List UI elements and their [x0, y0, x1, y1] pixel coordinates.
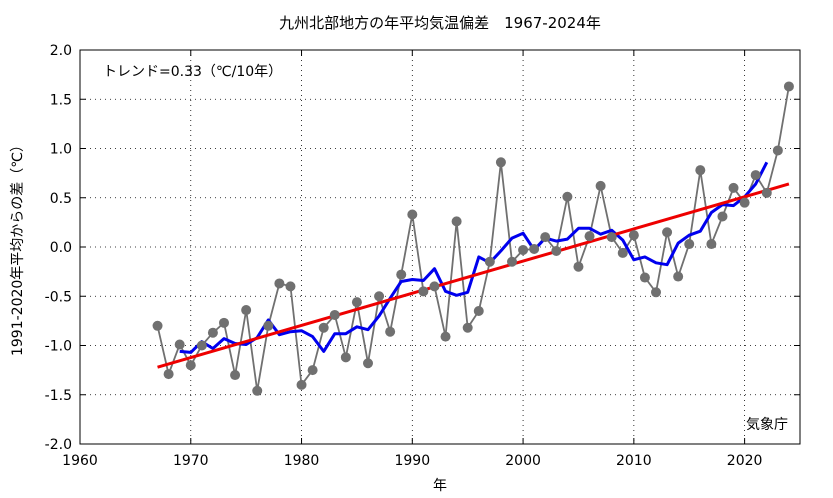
- annual-point: [706, 239, 717, 250]
- trend-line: [157, 182, 790, 369]
- annual-point: [728, 182, 739, 193]
- annual-point: [651, 287, 661, 298]
- annual-point: [396, 269, 407, 280]
- annual-point: [285, 281, 296, 292]
- annual-point: [274, 278, 285, 289]
- annual-point: [495, 157, 506, 168]
- trend-label: トレンド=0.33（℃/10年）: [103, 64, 282, 80]
- annual-point: [174, 339, 185, 350]
- annual-point: [639, 272, 650, 283]
- annual-point: [329, 309, 340, 320]
- annual-point: [407, 209, 418, 220]
- chart-title: 九州北部地方の年平均気温偏差 1967-2024年: [279, 14, 601, 32]
- annual-point: [307, 365, 318, 376]
- annual-point: [252, 385, 263, 396]
- annual-point: [196, 340, 207, 351]
- y-tick-label: 1.0: [50, 142, 72, 158]
- annual-point: [673, 271, 684, 282]
- annual-point: [451, 216, 462, 227]
- annual-point: [518, 244, 529, 255]
- annual-point: [595, 180, 606, 191]
- x-tick-label: 1990: [394, 453, 430, 469]
- annual-point: [662, 227, 673, 238]
- x-tick-label: 2010: [616, 453, 652, 469]
- annual-point: [772, 145, 783, 156]
- annual-point: [462, 322, 473, 333]
- y-tick-label: -2.0: [45, 437, 72, 453]
- x-axis-label: 年: [433, 478, 447, 494]
- annual-point: [241, 305, 252, 316]
- annual-point: [207, 327, 218, 338]
- annual-point: [484, 256, 495, 267]
- annual-point: [418, 286, 429, 297]
- x-tick-label: 2020: [727, 453, 763, 469]
- annual-point: [540, 232, 551, 243]
- annual-point: [529, 243, 540, 254]
- y-tick-label: 0.5: [50, 191, 72, 207]
- annual-point: [296, 379, 307, 390]
- annual-point: [473, 306, 484, 317]
- annual-point: [750, 170, 761, 181]
- y-tick-label: 0.0: [50, 240, 72, 256]
- annual-point: [385, 326, 396, 337]
- y-tick-label: -1.5: [45, 388, 72, 404]
- annual-point: [440, 331, 451, 342]
- annual-point: [185, 360, 196, 371]
- axis-ticks: 1960 1970 1980 1990 2000 2010 2020 -2.0 -1.5 -1.0…: [45, 43, 800, 469]
- x-tick-label: 1970: [173, 453, 209, 469]
- annual-point: [429, 281, 440, 292]
- annual-point: [340, 352, 351, 363]
- annual-point: [562, 191, 573, 202]
- annual-point: [717, 211, 728, 222]
- annual-point: [230, 370, 241, 381]
- annual-point: [761, 187, 772, 198]
- annual-point: [739, 197, 750, 208]
- y-tick-label: 1.5: [50, 92, 72, 108]
- annual-point: [263, 320, 274, 331]
- x-tick-label: 1980: [284, 453, 320, 469]
- x-tick-label: 2000: [505, 453, 541, 469]
- annual-point: [363, 358, 373, 369]
- annual-point: [573, 261, 584, 272]
- annual-point: [163, 369, 174, 380]
- annual-point: [351, 297, 362, 308]
- annual-point: [695, 165, 706, 176]
- annual-point: [507, 256, 517, 267]
- x-tick-label: 1960: [62, 453, 98, 469]
- annual-point: [219, 317, 229, 328]
- annual-anomaly-line: [156, 86, 790, 391]
- series: [152, 81, 794, 396]
- annual-point: [628, 230, 639, 241]
- y-axis-label: 1991-2020年平均からの差（℃）: [10, 138, 26, 356]
- annual-point: [374, 291, 385, 302]
- y-tick-label: -0.5: [45, 289, 72, 305]
- annual-point: [584, 231, 595, 242]
- annual-point: [606, 232, 617, 243]
- annual-point: [551, 245, 562, 256]
- y-tick-label: -1.0: [45, 339, 72, 355]
- annual-point: [318, 322, 329, 333]
- annual-point: [617, 247, 628, 258]
- y-tick-label: 2.0: [50, 43, 72, 59]
- annual-point: [783, 81, 794, 92]
- source-label: 気象庁: [746, 417, 788, 433]
- annual-point: [152, 320, 163, 331]
- annual-point: [684, 239, 695, 250]
